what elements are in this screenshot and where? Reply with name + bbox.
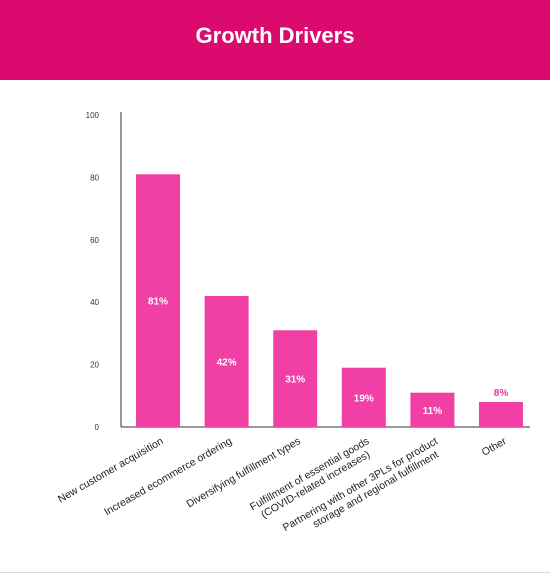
data-label: 81% [148,297,168,308]
chart-title: Growth Drivers [195,23,355,48]
y-tick-label: 20 [90,361,99,370]
category-label-line: New customer acquisition [56,435,166,505]
data-label: 42% [217,357,237,368]
category-label-line: Increased ecommerce ordering [102,435,234,518]
data-label: 11% [423,406,443,417]
bottom-divider [0,572,550,573]
category-label: Other [480,435,509,459]
header-banner: Growth Drivers [0,0,550,80]
bar [479,402,523,427]
category-label-line: Other [480,435,509,459]
y-tick-label: 100 [86,111,100,120]
y-tick-label: 0 [95,423,100,432]
bar [410,392,455,427]
data-label: 19% [354,393,374,404]
y-tick-label: 40 [90,298,99,307]
bar [273,330,318,427]
data-label: 31% [285,375,305,386]
data-label: 8% [494,388,509,399]
category-label: Increased ecommerce ordering [102,435,234,518]
bar [204,295,249,427]
y-tick-label: 80 [90,173,99,182]
bar [136,174,180,427]
y-tick-label: 60 [90,236,99,245]
bar [341,367,386,427]
category-label: New customer acquisition [56,435,166,505]
